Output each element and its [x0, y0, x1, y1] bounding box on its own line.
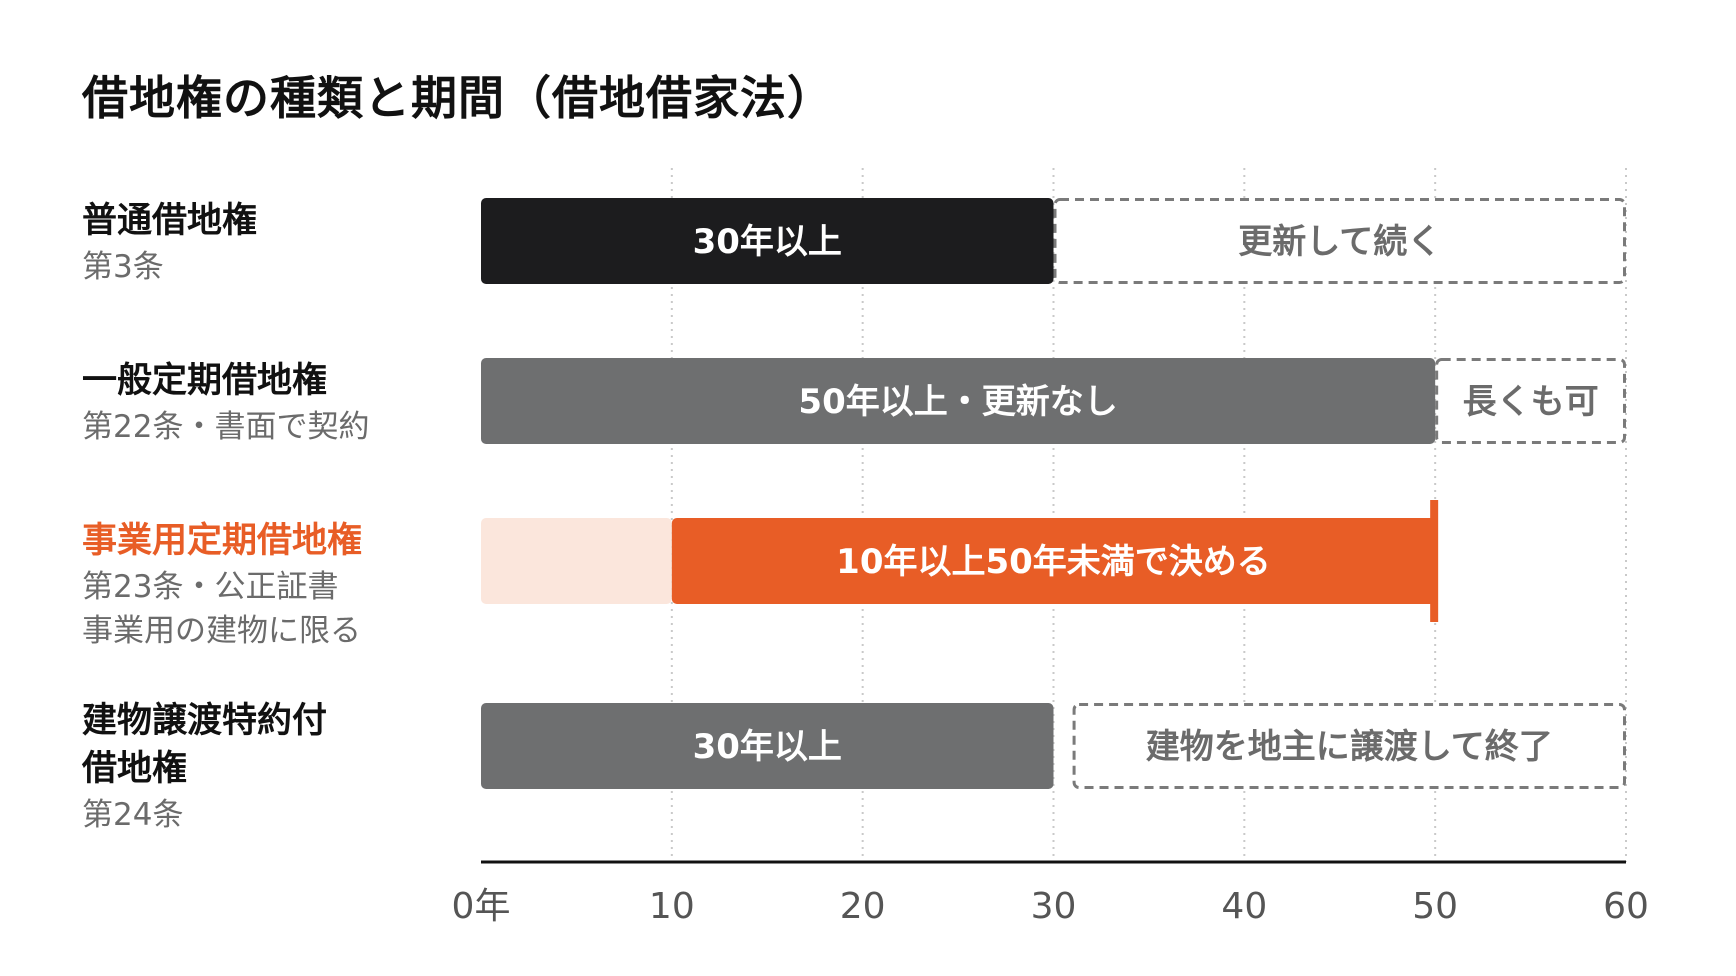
bar-segment-dashed — [1072, 703, 1627, 789]
x-tick-label: 40 — [1221, 886, 1267, 927]
bar-segment — [481, 703, 1054, 789]
bar-segment — [481, 518, 672, 604]
row-article: 第24条 — [82, 797, 184, 833]
row-name: 事業用定期借地権 — [82, 521, 363, 561]
x-tick-label: 20 — [840, 886, 886, 927]
row-name-line2: 借地権 — [82, 749, 188, 789]
bar-segment-dashed — [1435, 358, 1626, 444]
bar-label: 建物を地主に譲渡して終了 — [1146, 727, 1553, 767]
bar-segment — [481, 198, 1054, 284]
x-tick-label: 0年 — [452, 886, 511, 927]
bar-label: 30年以上 — [693, 727, 842, 767]
row-condition: 事業用の建物に限る — [82, 613, 361, 649]
row-label-futsu: 普通借地権 第3条 — [82, 197, 257, 289]
bar-segment — [481, 358, 1436, 444]
row-name: 普通借地権 — [82, 201, 258, 241]
x-tick-label: 10 — [649, 886, 695, 927]
row-label-jigyoyo-teiki: 事業用定期借地権 第23条・公正証書 事業用の建物に限る — [82, 517, 362, 653]
bar-label: 50年以上・更新なし — [798, 382, 1117, 422]
row-article: 第22条・書面で契約 — [82, 409, 370, 445]
bar-label: 10年以上50年未満で決める — [836, 542, 1271, 582]
row-article: 第23条・公正証書 — [82, 569, 339, 605]
row-article: 第3条 — [82, 249, 164, 285]
row-label-ippan-teiki: 一般定期借地権 第22条・書面で契約 — [82, 357, 369, 449]
bar-label: 更新して続く — [1238, 222, 1441, 262]
x-tick-label: 60 — [1603, 886, 1649, 927]
chart-title: 借地権の種類と期間（借地借家法） — [82, 71, 834, 125]
x-tick-label: 30 — [1031, 886, 1077, 927]
bar-label: 30年以上 — [693, 222, 842, 262]
row-label-tatemono-joto: 建物譲渡特約付 借地権 第24条 — [82, 697, 327, 837]
bar-label: 長くも可 — [1463, 382, 1599, 422]
bar-segment-dashed — [1053, 198, 1626, 284]
row-name: 一般定期借地権 — [82, 361, 328, 401]
bar-segment — [671, 518, 1436, 604]
x-tick-label: 50 — [1412, 886, 1458, 927]
row-name-line1: 建物譲渡特約付 — [82, 701, 328, 741]
